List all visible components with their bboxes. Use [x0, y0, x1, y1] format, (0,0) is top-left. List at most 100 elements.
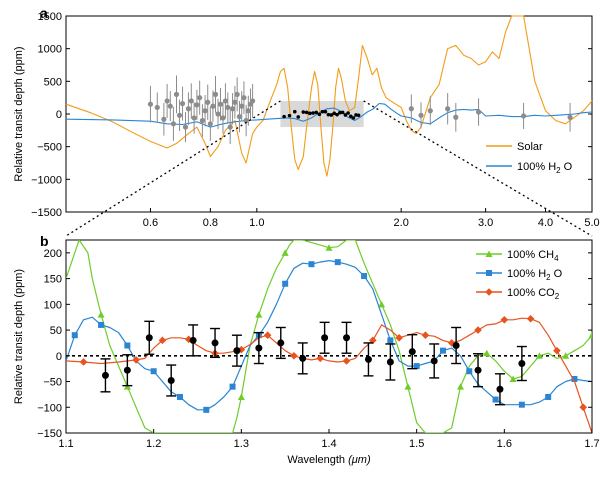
data-point-a	[418, 112, 424, 118]
data-point-b	[277, 339, 285, 347]
zoom-dot-a	[287, 113, 292, 118]
data-point-a	[236, 114, 243, 120]
zoom-connector-left	[65, 100, 281, 237]
data-point-a	[188, 98, 194, 104]
series-marker	[124, 342, 131, 349]
y-tick-label-b: −100	[37, 402, 62, 414]
y-tick-label-a: −1500	[31, 207, 62, 219]
legend-label: Solar	[517, 141, 543, 153]
data-point-a	[179, 100, 186, 107]
data-point-b	[430, 357, 438, 365]
panel-label-a: a	[40, 5, 48, 21]
data-point-a	[222, 98, 229, 104]
zoom-dot-a	[323, 109, 328, 114]
series-marker	[334, 259, 341, 266]
zoom-dot-a	[351, 116, 356, 120]
data-point-a	[245, 108, 251, 114]
series-marker	[571, 375, 578, 382]
series-marker	[387, 337, 394, 344]
y-tick-label-a: −1000	[31, 174, 62, 186]
series-marker	[369, 336, 377, 345]
series-marker	[263, 331, 272, 340]
y-tick-label-b: 100	[44, 299, 62, 311]
zoom-dot-a	[348, 114, 353, 119]
y-axis-label-b: Relative transit depth (ppm)	[13, 269, 25, 404]
data-point-a	[202, 108, 208, 114]
zoom-dot-a	[343, 113, 348, 117]
series-line-a-0	[65, 15, 593, 177]
data-point-b	[145, 334, 153, 342]
series-marker	[421, 331, 430, 340]
zoom-dot-a	[296, 115, 301, 119]
data-point-a	[243, 117, 249, 124]
series-marker	[447, 339, 456, 347]
data-point-a	[234, 91, 240, 97]
y-tick-label-a: 0	[56, 109, 62, 121]
panel-a: −1500 −1000 −500 0 500 1000 1500 0.6 0.8 1.0 2.0 3.…	[13, 5, 600, 229]
x-axis-label-unit: (μm)	[348, 454, 371, 466]
data-point-a	[191, 115, 197, 121]
zoom-connector-right	[363, 100, 593, 237]
data-point-b	[211, 339, 219, 347]
x-tick-label-b: 1.4	[321, 438, 336, 450]
legend-label-main: 100% CH	[507, 249, 554, 261]
data-point-a	[164, 98, 170, 104]
zoom-dot-a	[346, 111, 350, 115]
series-marker	[404, 383, 412, 390]
zoom-dot-a	[338, 110, 342, 115]
data-point-a	[185, 106, 192, 112]
zoom-dot-a	[282, 114, 286, 119]
data-point-a	[232, 99, 238, 105]
series-marker	[588, 331, 592, 339]
data-point-a	[445, 106, 451, 112]
y-tick-label-b: −50	[43, 377, 62, 389]
zoom-dot-a	[320, 109, 325, 114]
series-marker	[325, 244, 333, 251]
data-point-a	[225, 104, 231, 111]
series-marker	[282, 280, 289, 287]
series-marker	[485, 288, 493, 296]
zoom-dot-a	[292, 109, 297, 114]
series-marker	[79, 358, 88, 366]
data-point-a	[199, 117, 205, 124]
data-point-a	[212, 91, 219, 97]
data-point-a	[210, 103, 216, 109]
data-point-a	[182, 124, 189, 130]
series-marker	[290, 352, 298, 360]
y-tick-label-a: 1500	[38, 11, 62, 23]
data-point-a	[170, 121, 177, 127]
zoom-dot-a	[314, 110, 319, 115]
zoom-highlight-band	[280, 100, 364, 128]
x-tick-label-a: 0.6	[143, 217, 158, 229]
series-marker	[395, 333, 403, 342]
data-point-a	[408, 106, 414, 112]
data-point-a	[167, 103, 173, 109]
series-line-b-0	[66, 240, 592, 433]
series-marker	[237, 393, 245, 400]
y-tick-label-a: 1000	[38, 44, 62, 56]
data-point-a	[453, 114, 459, 120]
series-marker	[203, 406, 210, 413]
legend-label-sub: 2	[555, 292, 560, 301]
data-point-a	[239, 103, 245, 109]
series-marker	[579, 403, 588, 412]
series-marker	[361, 273, 368, 280]
zoom-connectors	[65, 100, 593, 237]
y-axis-label-a: Relative transit depth (ppm)	[13, 46, 25, 181]
series-marker	[413, 363, 420, 370]
y-tick-label-a: 500	[44, 76, 62, 88]
data-point-b	[101, 371, 109, 379]
zoom-dot-a	[308, 111, 312, 116]
series-marker	[176, 393, 183, 400]
series-marker	[255, 311, 263, 318]
series-line-b-1	[66, 260, 592, 411]
x-tick-label-a: 3.0	[478, 217, 493, 229]
data-point-a	[229, 106, 236, 112]
series-marker	[378, 300, 386, 308]
legend-label-main: Solar	[517, 141, 543, 153]
zoom-dot-a	[340, 110, 345, 115]
data-point-a	[173, 91, 180, 97]
data-point-a	[205, 99, 211, 105]
